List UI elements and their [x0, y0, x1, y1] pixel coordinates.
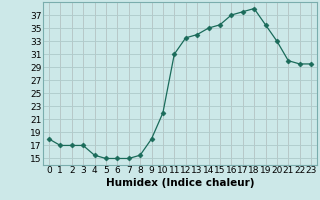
- X-axis label: Humidex (Indice chaleur): Humidex (Indice chaleur): [106, 178, 254, 188]
